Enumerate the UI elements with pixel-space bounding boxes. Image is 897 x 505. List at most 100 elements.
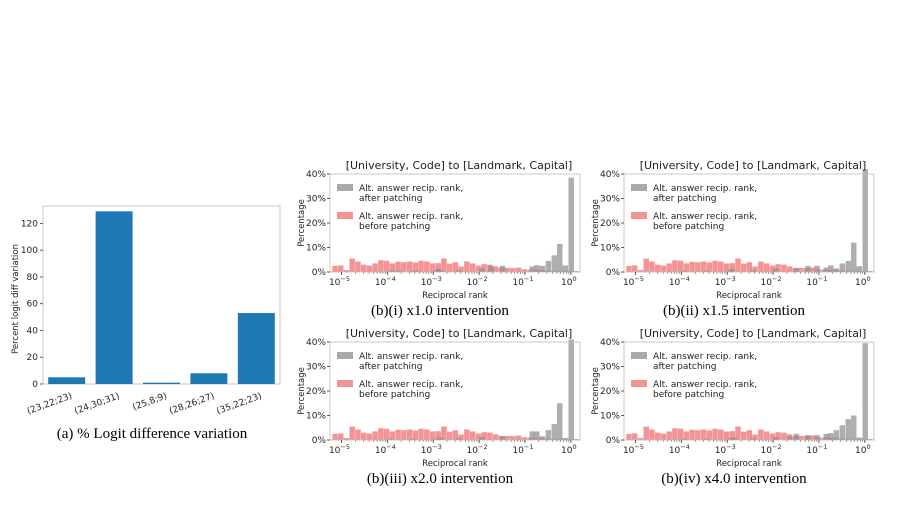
bar-before <box>769 433 776 440</box>
bar-before <box>401 430 407 440</box>
y-tick-label: 10% <box>306 244 326 254</box>
y-tick-label: 40% <box>306 170 326 180</box>
bar-after <box>410 438 416 440</box>
bar-before <box>723 431 730 440</box>
bar-before <box>349 426 355 440</box>
bar-before <box>424 429 430 440</box>
caption: (a) % Logit difference variation <box>57 426 248 442</box>
bar-before <box>775 264 781 272</box>
bar <box>237 313 275 384</box>
bar-before <box>343 270 350 272</box>
bar-before <box>775 432 781 440</box>
bar-after <box>851 242 857 272</box>
x-tick-label: 10−2 <box>467 443 488 456</box>
y-axis-label: Percentage <box>591 367 601 415</box>
bar-after <box>793 268 800 272</box>
y-tick-label: 100 <box>21 246 38 256</box>
bar-before <box>654 432 661 440</box>
bar-before <box>752 266 758 272</box>
panel-b3: 0% 10% 20% 30% 40% 10−5 10−4 10−3 10−2 10−1 100 Rec… <box>297 327 581 487</box>
bar-before <box>406 261 413 272</box>
bar-before <box>418 428 424 440</box>
bar-before <box>366 433 373 440</box>
caption: (b)(ii) x1.5 intervention <box>663 303 806 319</box>
plot-title: [University, Code] to [Landmark, Capital… <box>346 159 573 172</box>
bar-after <box>433 438 439 440</box>
bar-after <box>499 436 506 440</box>
bar-after <box>731 437 738 440</box>
y-tick-label: 0% <box>312 268 327 278</box>
x-tick-label: 10−3 <box>715 275 736 288</box>
bar-before <box>695 430 701 440</box>
bar-before <box>401 262 407 272</box>
bar-before <box>458 266 464 272</box>
bar-after <box>499 265 506 272</box>
x-tick-label: 10−1 <box>512 443 533 456</box>
legend-label-before: Alt. answer recip. rank, <box>653 380 757 390</box>
bar-before <box>372 431 378 440</box>
bar-before <box>338 265 344 272</box>
y-tick-label: 120 <box>21 219 38 229</box>
bar-after <box>814 435 820 440</box>
bar-after <box>773 268 779 272</box>
bar-before <box>729 263 735 272</box>
x-axis-label: Reciprocal rank <box>422 459 488 469</box>
bar-before <box>666 431 672 440</box>
legend-label-after-2: after patching <box>359 362 422 372</box>
bar-after <box>568 177 574 272</box>
bar-before <box>338 433 344 440</box>
y-tick-label: 30% <box>306 363 326 373</box>
x-tick-label: 10−2 <box>761 443 782 456</box>
bar-before <box>515 435 522 440</box>
legend-label-after: Alt. answer recip. rank, <box>653 184 757 194</box>
bar-before <box>458 434 464 440</box>
bar-after <box>529 431 535 440</box>
legend-swatch-after <box>631 352 647 359</box>
bar <box>48 377 86 384</box>
bar-before <box>798 435 804 440</box>
bar-after <box>562 265 569 272</box>
bar-after <box>729 269 735 272</box>
x-tick-label: 10−5 <box>329 275 350 288</box>
bar-before <box>360 432 367 440</box>
y-tick-label: 0% <box>606 436 621 446</box>
legend-label-after-2: after patching <box>359 194 422 204</box>
x-tick-label: 10−3 <box>421 275 442 288</box>
y-axis-label: Percentage <box>297 367 307 415</box>
bar-before <box>735 426 741 440</box>
bar-after <box>823 267 829 272</box>
y-tick-label: 20% <box>600 387 620 397</box>
y-tick-label: 30% <box>306 195 326 205</box>
bar-before <box>718 261 724 272</box>
x-tick-label: 10−1 <box>512 275 533 288</box>
bar-before <box>487 432 493 440</box>
panel-a: 0 20 40 60 80 100 120 (23,22;23) (24,30;31) (25,8… <box>11 205 281 442</box>
bar-before <box>632 265 638 272</box>
y-tick-label: 10% <box>600 244 620 254</box>
bar-before <box>758 429 764 440</box>
bar-after <box>839 425 846 440</box>
panel-b4: 0% 10% 20% 30% 40% 10−5 10−4 10−3 10−2 10−1 100 Rec… <box>591 327 875 487</box>
bar-after <box>862 169 868 272</box>
y-tick-label: 60 <box>27 300 39 310</box>
bar-before <box>332 265 338 272</box>
bar-before <box>366 265 373 272</box>
bar-after <box>479 268 485 272</box>
bar-before <box>446 431 453 440</box>
bar-after <box>814 265 820 272</box>
bar-after <box>704 438 710 440</box>
bar-before <box>378 260 384 272</box>
bar-before <box>418 260 424 272</box>
bar-before <box>429 263 436 272</box>
y-tick-label: 40% <box>600 170 620 180</box>
bar-before <box>452 430 459 440</box>
bar-after <box>534 265 540 272</box>
bar-before <box>746 430 753 440</box>
bar-before <box>689 261 695 272</box>
bar-before <box>406 429 413 440</box>
bar-after <box>539 265 546 272</box>
bar-after <box>545 430 552 440</box>
bar-after <box>557 403 563 440</box>
bar-after <box>414 270 421 272</box>
